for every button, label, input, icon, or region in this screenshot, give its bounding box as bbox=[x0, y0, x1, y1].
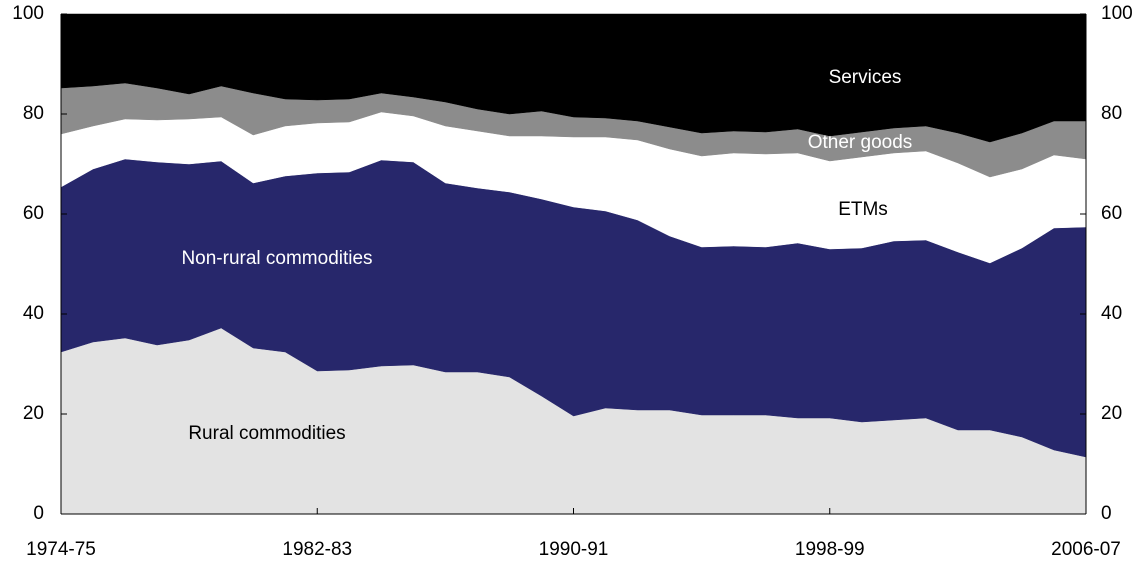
series-label: Non-rural commodities bbox=[181, 248, 372, 269]
x-tick-label: 1998-99 bbox=[795, 539, 865, 560]
y-tick-label: 80 bbox=[23, 103, 44, 124]
series-label: Services bbox=[829, 67, 902, 88]
x-tick-label: 1982-83 bbox=[282, 539, 352, 560]
series-label: Rural commodities bbox=[188, 423, 345, 444]
y2-tick-label: 40 bbox=[1101, 303, 1122, 324]
y2-tick-label: 80 bbox=[1101, 103, 1122, 124]
series-label: Other goods bbox=[808, 132, 913, 153]
y2-tick-label: 0 bbox=[1101, 503, 1112, 524]
series-label: ETMs bbox=[838, 199, 888, 220]
y-tick-label: 40 bbox=[23, 303, 44, 324]
x-tick-label: 1974-75 bbox=[26, 539, 96, 560]
y-tick-label: 20 bbox=[23, 403, 44, 424]
x-tick-label: 1990-91 bbox=[539, 539, 609, 560]
y-tick-label: 100 bbox=[12, 3, 44, 24]
x-tick-label: 2006-07 bbox=[1051, 539, 1121, 560]
y2-tick-label: 100 bbox=[1101, 3, 1133, 24]
y-tick-label: 0 bbox=[33, 503, 44, 524]
y2-tick-label: 20 bbox=[1101, 403, 1122, 424]
y2-tick-label: 60 bbox=[1101, 203, 1122, 224]
y-tick-label: 60 bbox=[23, 203, 44, 224]
